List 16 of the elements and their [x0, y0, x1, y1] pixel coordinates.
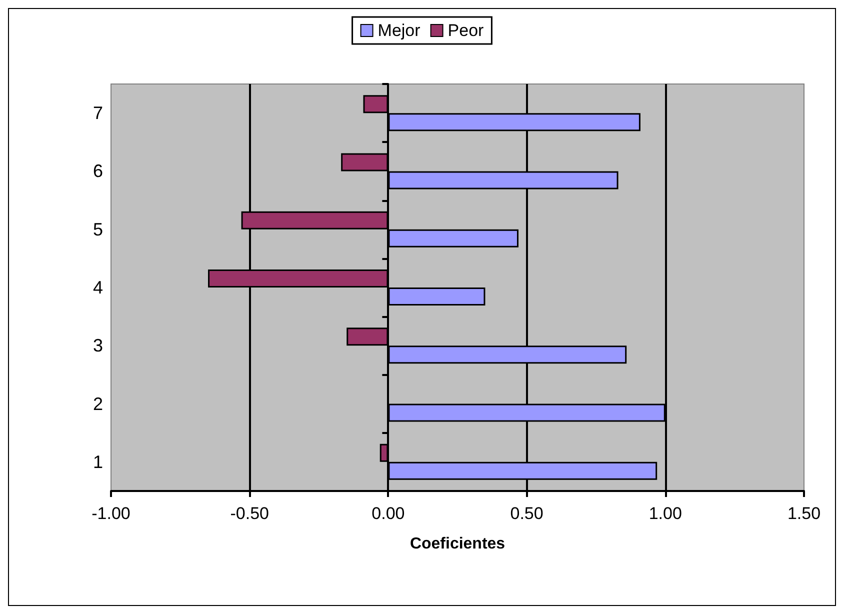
legend-label: Peor [448, 21, 484, 40]
y-tick-label: 3 [92, 336, 103, 356]
x-tick-label: 1.00 [648, 504, 682, 523]
x-tick-label: 1.50 [787, 504, 821, 523]
y-tick-label: 4 [92, 278, 103, 298]
legend-label: Mejor [378, 21, 421, 40]
y-tick-label: 1 [92, 452, 103, 472]
x-tick-label: 0.00 [372, 504, 405, 523]
x-tick-label: 0.50 [510, 504, 544, 523]
y-tick-label: 7 [92, 103, 103, 124]
y-tick-label: 2 [92, 394, 103, 414]
x-tick-label: -0.50 [230, 504, 269, 523]
x-axis-title: Coeficientes [410, 536, 506, 552]
y-tick-label: 6 [92, 161, 103, 182]
x-tick-label: -1.00 [92, 504, 130, 523]
y-tick-label: 5 [92, 219, 103, 240]
